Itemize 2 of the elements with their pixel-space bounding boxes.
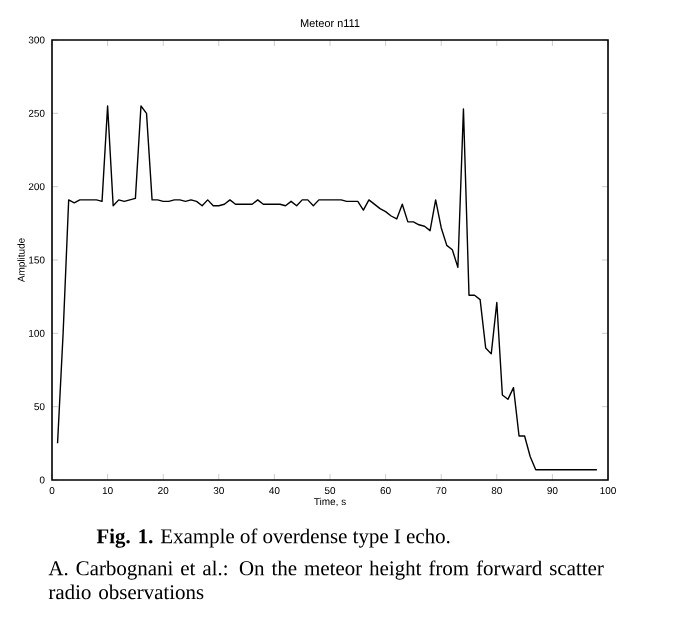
text: A. Carbognani et al.: On the meteor height from forward scatter radio observations [48,560,604,600]
text: Fig. 1. Example of overdense type I echo. [96,528,450,548]
